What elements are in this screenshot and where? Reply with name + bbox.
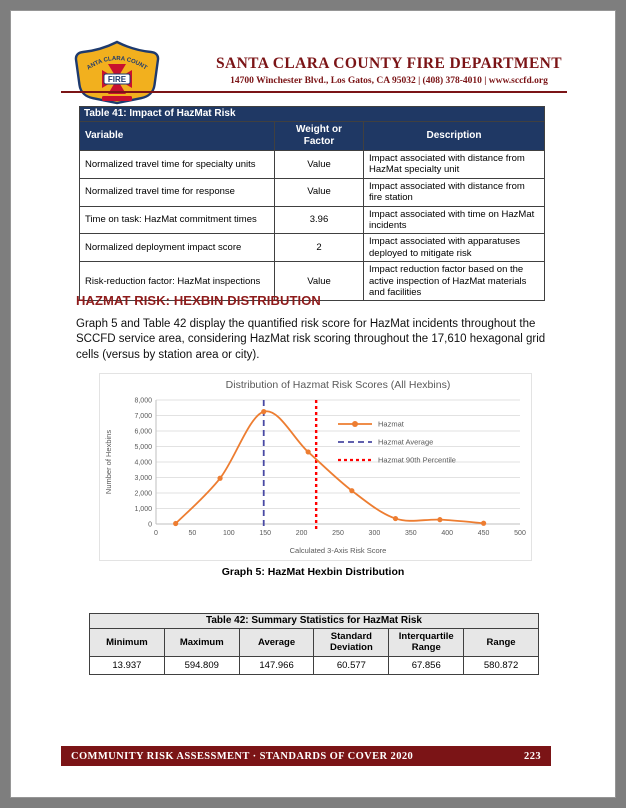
document-page: SANTA CLARA COUNTY FIRE SANTA CLARA COUN… (10, 10, 616, 798)
table-cell: Time on task: HazMat commitment times (79, 205, 275, 235)
table-cell: 13.937 (89, 655, 165, 676)
page-footer: COMMUNITY RISK ASSESSMENT · STANDARDS OF… (61, 746, 551, 766)
table-cell: Value (274, 150, 364, 179)
svg-text:Distribution of Hazmat Risk Sc: Distribution of Hazmat Risk Scores (All … (226, 379, 451, 391)
footer-document-title: COMMUNITY RISK ASSESSMENT · STANDARDS OF… (71, 750, 414, 762)
svg-text:150: 150 (259, 530, 271, 537)
column-header: Range (463, 628, 539, 657)
fire-department-badge-logo: SANTA CLARA COUNTY FIRE (73, 40, 160, 105)
hazmat-chart-svg: 0 1,000 2,000 3,000 4,000 5,000 6,000 7,000 8,00… (104, 379, 526, 555)
svg-text:3,000: 3,000 (134, 475, 152, 482)
table-cell: 594.809 (163, 655, 240, 676)
svg-text:200: 200 (296, 530, 308, 537)
column-header: Variable (79, 121, 275, 151)
table-row: Risk-reduction factor: HazMat inspection… (79, 261, 546, 302)
table41-impact-of-hazmat-risk: Table 41: Impact of HazMat Risk Variable… (78, 106, 546, 302)
table41-header-row: Variable Weight or Factor Description (79, 121, 546, 151)
table41-title: Table 41: Impact of HazMat Risk (78, 106, 546, 122)
column-header: Minimum (89, 628, 165, 657)
svg-text:Number of Hexbins: Number of Hexbins (104, 430, 113, 494)
header-divider-rule (61, 91, 567, 93)
svg-text:6,000: 6,000 (134, 429, 152, 436)
svg-text:250: 250 (332, 530, 344, 537)
organization-address: 14700 Winchester Blvd., Los Gatos, CA 95… (230, 76, 548, 86)
badge-ribbon (102, 96, 132, 101)
graph-caption: Graph 5: HazMat Hexbin Distribution (221, 566, 405, 578)
table-cell: Impact associated with time on HazMat in… (362, 205, 546, 235)
svg-text:8,000: 8,000 (134, 398, 152, 405)
svg-text:500: 500 (514, 530, 526, 537)
svg-text:Calculated 3-Axis Risk Score: Calculated 3-Axis Risk Score (290, 546, 387, 555)
column-header: Standard Deviation (313, 628, 390, 657)
table42-value-row: 13.937 594.809 147.966 60.577 67.856 580.872 (89, 655, 539, 676)
table-cell: Normalized deployment impact score (79, 233, 275, 263)
column-header: Interquartile Range (388, 628, 465, 657)
svg-text:2,000: 2,000 (134, 491, 152, 498)
svg-text:4,000: 4,000 (134, 460, 152, 467)
table42-title: Table 42: Summary Statistics for HazMat … (89, 613, 539, 629)
svg-text:0: 0 (148, 522, 152, 529)
svg-text:0: 0 (154, 530, 158, 537)
column-header: Description (362, 121, 546, 151)
svg-text:Hazmat Average: Hazmat Average (378, 438, 433, 447)
svg-text:50: 50 (189, 530, 197, 537)
table-cell: Impact associated with apparatuses deplo… (362, 233, 546, 263)
table42-header-row: Minimum Maximum Average Standard Deviation I… (89, 628, 539, 657)
svg-text:400: 400 (441, 530, 453, 537)
badge-center-text: FIRE (108, 75, 127, 84)
table-cell: Value (274, 261, 364, 302)
table-cell: Normalized travel time for response (79, 177, 275, 207)
table-cell: 67.856 (388, 655, 465, 676)
column-header: Weight or Factor (274, 121, 364, 151)
table-cell: 2 (274, 233, 364, 263)
svg-text:450: 450 (478, 530, 490, 537)
table-cell: Value (274, 177, 364, 207)
table-cell: Impact associated with distance from fir… (362, 177, 546, 207)
table-cell: 3.96 (274, 205, 364, 235)
column-header: Maximum (163, 628, 240, 657)
svg-text:300: 300 (369, 530, 381, 537)
svg-text:350: 350 (405, 530, 417, 537)
table41-body: Normalized travel time for specialty uni… (79, 150, 546, 302)
table-cell: Impact reduction factor based on the act… (362, 261, 546, 302)
table-row: Normalized deployment impact score 2 Impac… (79, 233, 546, 263)
svg-text:1,000: 1,000 (134, 506, 152, 513)
table-cell: 580.872 (463, 655, 539, 676)
column-header: Average (238, 628, 315, 657)
table-cell: Risk-reduction factor: HazMat inspection… (79, 261, 275, 302)
svg-text:7,000: 7,000 (134, 413, 152, 420)
table-row: Normalized travel time for response Value… (79, 177, 546, 207)
hazmat-distribution-chart: 0 1,000 2,000 3,000 4,000 5,000 6,000 7,000 8,00… (99, 373, 532, 561)
table-cell: 147.966 (238, 655, 315, 676)
svg-text:5,000: 5,000 (134, 444, 152, 451)
svg-text:100: 100 (223, 530, 235, 537)
table-cell: 60.577 (313, 655, 390, 676)
table-cell: Normalized travel time for specialty uni… (79, 150, 275, 179)
table-cell: Impact associated with distance from Haz… (362, 150, 546, 179)
body-paragraph: Graph 5 and Table 42 display the quantif… (76, 318, 546, 361)
svg-text:Hazmat: Hazmat (378, 420, 405, 429)
table-row: Normalized travel time for specialty uni… (79, 150, 546, 179)
page-number: 223 (524, 750, 541, 762)
organization-name: SANTA CLARA COUNTY FIRE DEPARTMENT (215, 55, 563, 72)
table42-summary-statistics: Table 42: Summary Statistics for HazMat … (89, 613, 539, 676)
letterhead: SANTA CLARA COUNTY FIRE DEPARTMENT 14700… (169, 55, 609, 86)
table-row: Time on task: HazMat commitment times 3.9… (79, 205, 546, 235)
svg-text:Hazmat 90th Percentile: Hazmat 90th Percentile (378, 456, 456, 465)
section-heading: HAZMAT RISK: HEXBIN DISTRIBUTION (76, 293, 321, 308)
